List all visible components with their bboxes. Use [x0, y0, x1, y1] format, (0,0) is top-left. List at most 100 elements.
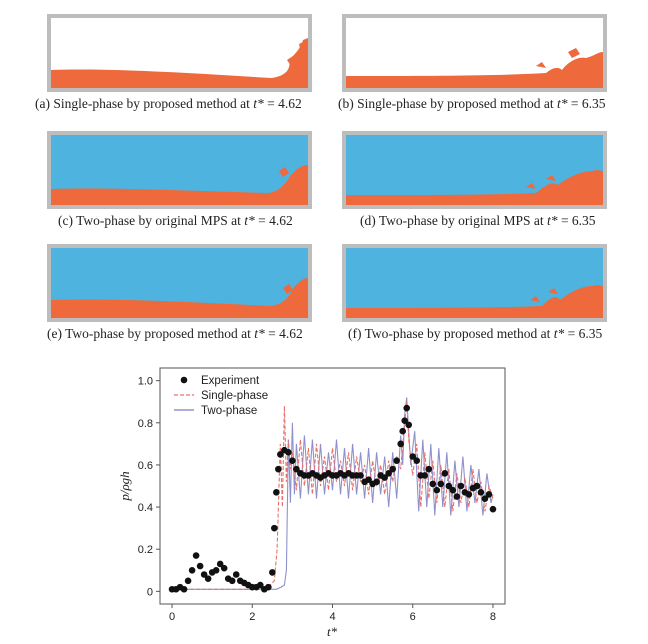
snapshot-f-canvas — [346, 248, 603, 318]
experiment-point — [397, 440, 404, 448]
snapshot-d-canvas — [346, 135, 603, 205]
experiment-point — [269, 569, 276, 576]
splash-particles — [287, 42, 304, 66]
experiment-point — [381, 474, 388, 481]
experiment-point — [405, 421, 413, 429]
snapshot-d — [342, 131, 607, 209]
series-line-single-phase — [172, 401, 494, 590]
experiment-point — [271, 524, 278, 532]
experiment-point — [365, 476, 372, 483]
experiment-point — [373, 478, 380, 486]
x-tick-label: 8 — [490, 611, 496, 623]
experiment-point — [413, 457, 421, 465]
y-tick-label: 0.8 — [138, 418, 153, 430]
snapshot-e-canvas — [51, 248, 308, 318]
experiment-point — [385, 470, 392, 477]
caption-d: (d) Two-phase by original MPS at t* = 6.… — [360, 213, 596, 228]
experiment-point — [457, 482, 465, 490]
pressure-chart-svg: 0 0.2 0.4 0.6 0.8 1.0 0 2 4 6 8 p/ρgh t* Experime… — [117, 367, 506, 639]
experiment-point — [465, 491, 473, 498]
splash-particles — [283, 284, 293, 294]
experiment-point — [403, 404, 411, 412]
legend-label: Experiment — [201, 375, 260, 387]
y-tick-label: 0.2 — [138, 544, 153, 556]
experiment-point — [216, 560, 224, 568]
experiment-point — [445, 482, 453, 490]
experiment-point — [277, 451, 284, 458]
experiment-point — [256, 581, 264, 589]
pressure-chart: 0 0.2 0.4 0.6 0.8 1.0 0 2 4 6 8 p/ρgh t* Experime… — [115, 362, 515, 639]
experiment-point — [293, 465, 300, 473]
y-tick-label: 0.4 — [138, 502, 153, 514]
experiment-point — [228, 577, 236, 585]
experiment-point — [393, 457, 400, 465]
snapshot-a-canvas — [51, 38, 308, 88]
snapshot-b — [342, 14, 607, 92]
experiment-point — [473, 482, 481, 490]
water-body — [51, 38, 308, 88]
y-axis-label: p/ρgh — [117, 471, 132, 501]
splash-particles — [530, 288, 558, 302]
caption-c: (c) Two-phase by original MPS at t* = 4.… — [58, 213, 293, 228]
splash-particles — [526, 175, 556, 189]
snapshot-c-canvas — [51, 135, 308, 205]
y-tick-label: 1.0 — [138, 376, 153, 388]
splash-particles — [279, 167, 289, 177]
x-tick-label: 0 — [169, 611, 175, 623]
caption-e: (e) Two-phase by proposed method at t* =… — [47, 326, 303, 341]
experiment-point — [429, 480, 437, 488]
experiment-point — [449, 486, 457, 494]
series-line-two-phase — [172, 397, 494, 590]
experiment-point — [289, 457, 296, 465]
experiment-point — [220, 564, 228, 572]
experiment-point — [200, 571, 208, 578]
water-body — [51, 165, 308, 205]
snapshot-c — [47, 131, 312, 209]
experiment-point — [485, 491, 493, 498]
caption-b: (b) Single-phase by proposed method at t… — [338, 96, 606, 111]
plot-area — [168, 397, 497, 593]
experiment-point — [425, 465, 433, 473]
y-axis: 0 0.2 0.4 0.6 0.8 1.0 — [138, 376, 160, 598]
x-tick-label: 6 — [410, 611, 416, 623]
experiment-point — [441, 470, 449, 477]
experiment-point — [192, 552, 200, 559]
x-tick-label: 4 — [329, 611, 335, 623]
snapshot-e — [47, 244, 312, 322]
experiment-point — [196, 562, 204, 570]
x-tick-label: 2 — [249, 611, 255, 623]
snapshot-b-canvas — [346, 48, 603, 88]
y-tick-label: 0 — [147, 586, 153, 598]
water-body — [346, 285, 603, 318]
experiment-point — [437, 480, 445, 488]
experiment-point — [421, 472, 429, 479]
experiment-point — [273, 489, 280, 496]
water-body — [346, 170, 603, 205]
experiment-point — [477, 489, 485, 496]
experiment-point — [265, 583, 272, 591]
legend-marker-experiment — [180, 376, 188, 384]
experiment-point — [399, 427, 407, 435]
experiment-point — [357, 472, 364, 479]
experiment-point — [184, 577, 192, 585]
experiment-point — [188, 566, 196, 574]
legend-label: Two-phase — [201, 405, 257, 417]
experiment-point — [232, 571, 240, 578]
experiment-point — [204, 575, 212, 583]
caption-a: (a) Single-phase by proposed method at t… — [35, 96, 302, 111]
splash-particles — [536, 48, 580, 68]
water-body — [346, 52, 603, 88]
experiment-point — [453, 493, 461, 500]
experiment-point — [481, 495, 489, 502]
experiment-point — [275, 465, 282, 473]
caption-f: (f) Two-phase by proposed method at t* =… — [348, 326, 603, 341]
snapshot-a — [47, 14, 312, 92]
experiment-point — [433, 486, 441, 494]
experiment-point — [285, 448, 292, 456]
x-axis: 0 2 4 6 8 — [169, 604, 496, 623]
legend-label: Single-phase — [201, 390, 268, 402]
experiment-point — [409, 453, 417, 460]
snapshot-f — [342, 244, 607, 322]
experiment-point — [212, 566, 220, 574]
experiment-point — [180, 585, 188, 593]
